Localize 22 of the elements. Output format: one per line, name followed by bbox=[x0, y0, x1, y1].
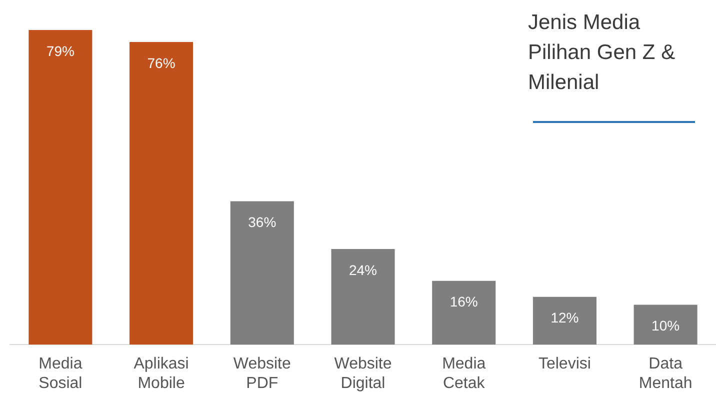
bar bbox=[331, 249, 395, 345]
data-label: 79% bbox=[46, 42, 74, 59]
bar bbox=[432, 280, 496, 345]
data-label: 36% bbox=[248, 214, 276, 230]
x-tick-label: Media Cetak bbox=[442, 356, 486, 392]
data-label: 76% bbox=[147, 54, 176, 71]
text: Jenis Media Pilihan Gen Z & Milenial bbox=[528, 10, 676, 96]
bar bbox=[130, 42, 194, 345]
bar bbox=[28, 30, 92, 345]
data-label: 10% bbox=[652, 318, 680, 334]
x-tick-label: Website Digital bbox=[334, 356, 392, 392]
x-tick-label: Televisi bbox=[538, 356, 591, 373]
data-label: 16% bbox=[450, 294, 478, 310]
x-tick-label: Aplikasi Mobile bbox=[134, 356, 189, 392]
bar bbox=[532, 296, 596, 345]
data-label: 24% bbox=[348, 262, 378, 278]
x-tick-label: Media Sosial bbox=[38, 356, 82, 392]
bar bbox=[230, 201, 294, 345]
x-tick-label: Data Mentah bbox=[638, 356, 692, 392]
bar bbox=[634, 304, 698, 345]
data-label: 12% bbox=[550, 310, 579, 326]
x-tick-label: Website PDF bbox=[233, 356, 291, 392]
